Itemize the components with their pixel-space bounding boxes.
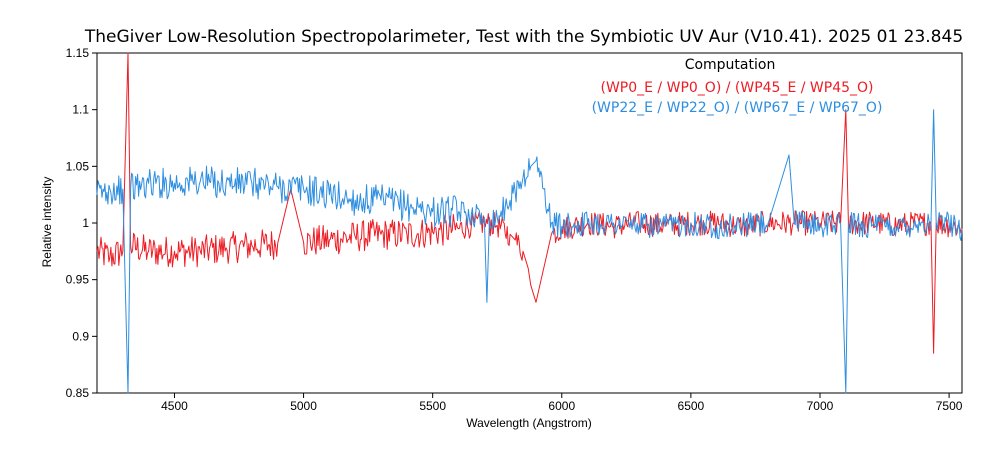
x-tick-label: 5000 [290, 399, 317, 413]
chart-title: TheGiver Low-Resolution Spectropolarimet… [84, 27, 963, 47]
y-tick-label: 0.95 [66, 273, 90, 287]
series-layer [96, 52, 963, 394]
legend-entry-red: (WP0_E / WP0_O) / (WP45_E / WP45_O) [600, 80, 873, 96]
y-tick-label: 1.15 [66, 46, 90, 60]
legend-title: Computation [685, 57, 776, 73]
y-tick-label: 0.9 [72, 329, 89, 343]
y-tick-label: 0.85 [66, 386, 90, 400]
y-tick-label: 1.1 [72, 103, 89, 117]
x-tick-label: 4500 [161, 399, 188, 413]
x-tick-label: 7000 [807, 399, 834, 413]
y-tick-label: 1.05 [66, 159, 90, 173]
legend: Computation (WP0_E / WP0_O) / (WP45_E / … [592, 57, 883, 116]
x-axis: 4500 5000 5500 6000 6500 7000 7500 [161, 393, 963, 413]
y-axis: 0.85 0.9 0.95 1 1.05 1.1 1.15 [66, 46, 97, 400]
legend-entry-blue: (WP22_E / WP22_O) / (WP67_E / WP67_O) [592, 100, 883, 116]
x-tick-label: 6500 [678, 399, 705, 413]
x-tick-label: 5500 [419, 399, 446, 413]
x-tick-label: 6000 [548, 399, 575, 413]
y-tick-label: 1 [82, 216, 89, 230]
y-axis-label: Relative intensity [40, 177, 54, 268]
x-axis-label: Wavelength (Angstrom) [466, 416, 592, 430]
series-line-blue [96, 109, 963, 394]
x-tick-label: 7500 [936, 399, 963, 413]
